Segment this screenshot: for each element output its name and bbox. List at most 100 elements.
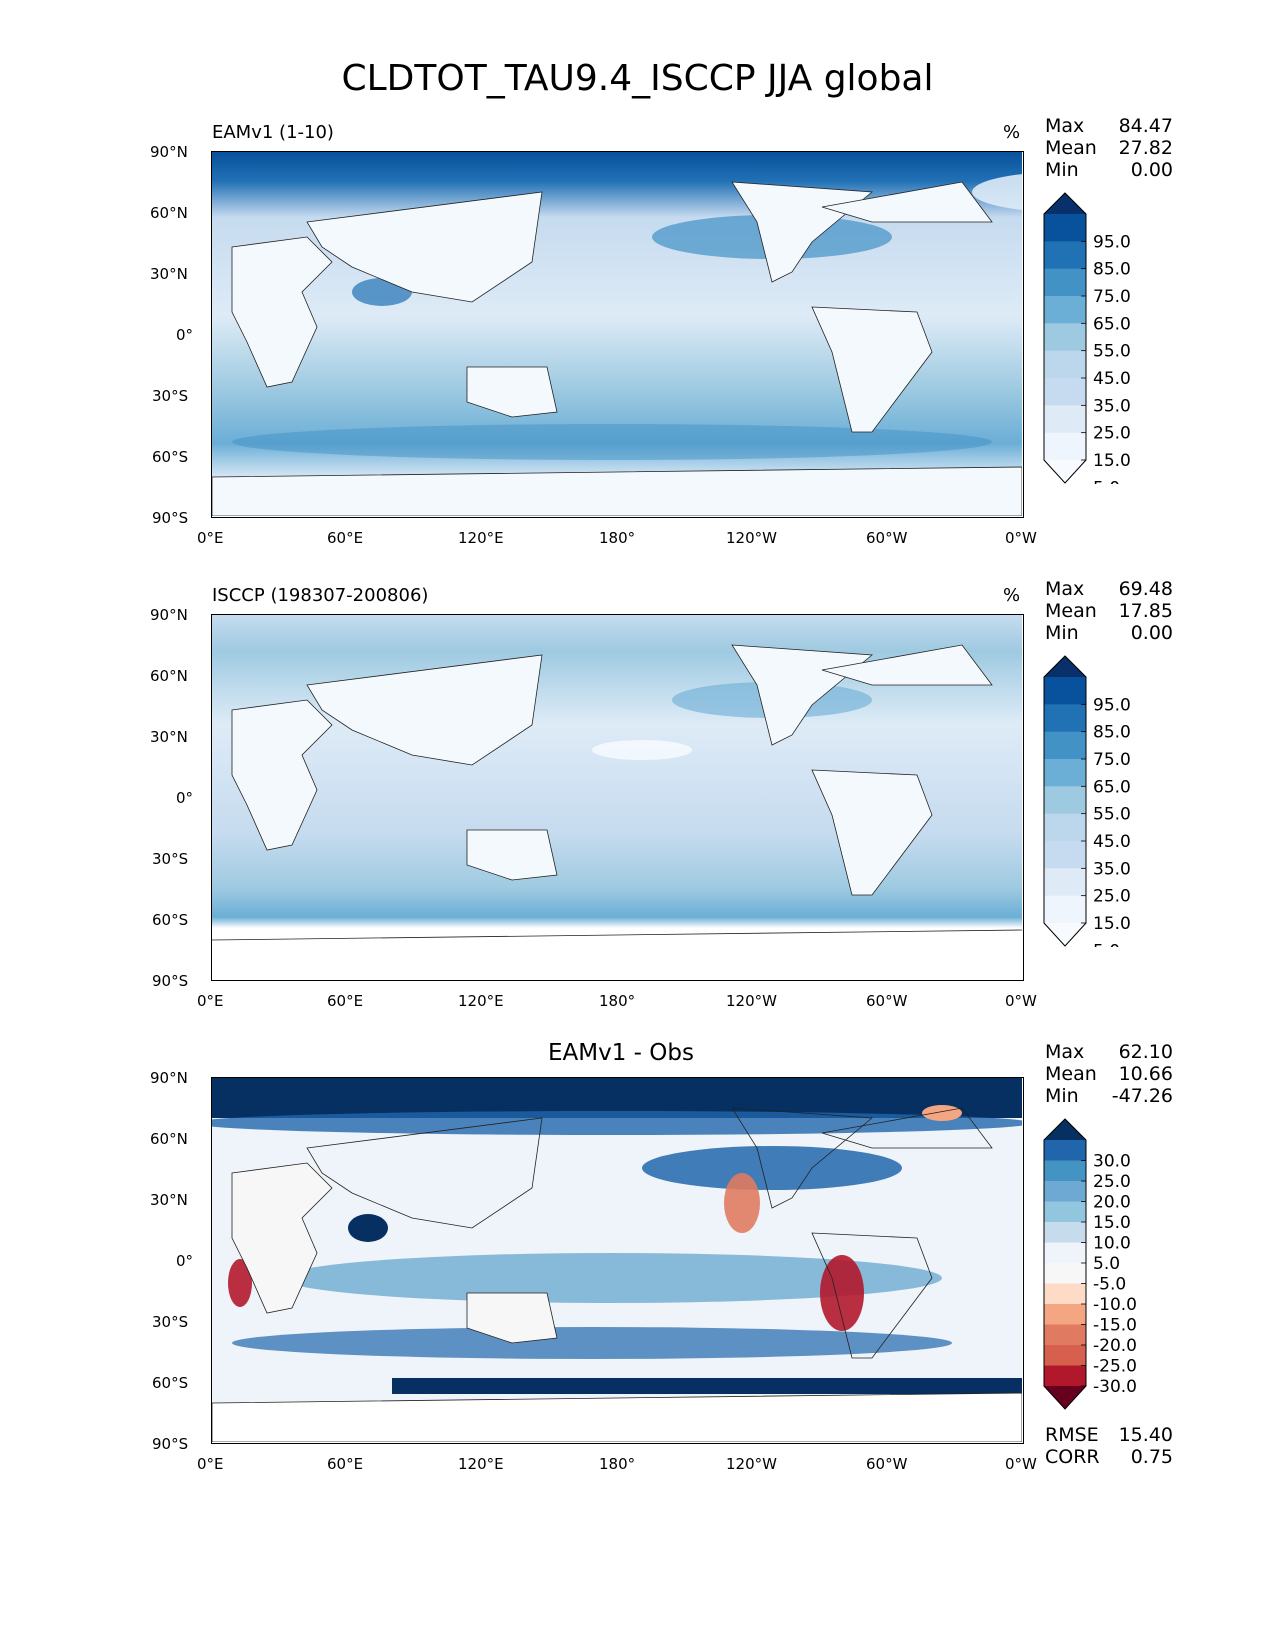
colorbar-bin: [1044, 786, 1086, 815]
colorbar-bin: [1044, 1365, 1086, 1387]
colorbar-tick-label: 95.0: [1093, 232, 1131, 252]
colorbar-bin: [1044, 731, 1086, 760]
lat-tick: 30°S: [152, 1313, 189, 1331]
stat-max-label: Max: [1045, 115, 1085, 137]
colorbar-bin: [1044, 432, 1086, 461]
lat-tick: 60°S: [152, 1374, 189, 1392]
units-label: %: [1003, 122, 1021, 143]
colorbar-bin: [1044, 1345, 1086, 1366]
colorbar-tick-label: -25.0: [1093, 1357, 1137, 1377]
colorbar-bin: [1044, 704, 1086, 733]
stat-mean-value: 27.82: [1118, 137, 1173, 159]
colorbar-bin: [1044, 868, 1086, 897]
lon-tick: 120°E: [458, 529, 504, 547]
lat-tick: 0°: [176, 1252, 194, 1270]
colorbar-graphic: 30.025.020.015.010.05.0-5.0-10.0-15.0-20…: [1043, 1118, 1137, 1410]
stat-min-label: Min: [1045, 1085, 1079, 1107]
lon-tick: 120°E: [458, 992, 504, 1010]
map-frame: [211, 151, 1024, 518]
lon-tick: 0°W: [1005, 992, 1037, 1010]
stats-box: Max 62.10 Mean 10.66 Min -47.26: [1045, 1041, 1173, 1107]
lon-tick: 0°W: [1005, 1455, 1037, 1473]
stat-mean-label: Mean: [1045, 1063, 1097, 1085]
stat-min-label: Min: [1045, 159, 1079, 181]
lon-tick: 120°E: [458, 1455, 504, 1473]
colorbar-extend-top: [1044, 656, 1086, 677]
colorbar-tick-label: 15.0: [1093, 914, 1131, 934]
colorbar-bin: [1044, 1181, 1086, 1202]
stats-box: Max 69.48 Mean 17.85 Min 0.00: [1045, 578, 1173, 644]
lon-tick: 60°W: [866, 992, 908, 1010]
colorbar-bin: [1044, 759, 1086, 787]
colorbar-bin: [1044, 214, 1086, 242]
colorbar-bin: [1044, 1140, 1086, 1161]
stat-mean-value: 17.85: [1118, 600, 1173, 622]
colorbar-tick-label: 35.0: [1093, 859, 1131, 879]
colorbar-tick-label: 15.0: [1093, 1213, 1131, 1233]
colorbar-bin: [1044, 378, 1086, 406]
lat-tick: 90°N: [150, 1069, 188, 1087]
colorbar-tick-label: 35.0: [1093, 396, 1131, 416]
colorbar-bin: [1044, 1324, 1086, 1346]
colorbar-tick-label: 55.0: [1093, 342, 1131, 362]
lon-tick: 120°W: [726, 992, 777, 1010]
colorbar-bin: [1044, 1160, 1086, 1182]
colorbar-tick-label: 85.0: [1093, 260, 1131, 280]
lat-tick: 30°S: [152, 387, 189, 405]
colorbar-tick-label: -20.0: [1093, 1336, 1137, 1356]
lat-tick: 90°N: [150, 606, 188, 624]
colorbar-bin: [1044, 1222, 1086, 1243]
stat-min-value: 0.00: [1130, 159, 1173, 181]
lon-tick: 180°: [599, 1455, 636, 1473]
lat-tick: 60°N: [150, 1130, 188, 1148]
colorbar-tick-label: 65.0: [1093, 314, 1131, 334]
colorbar-tick-label: -10.0: [1093, 1295, 1137, 1315]
colorbar-tick-label: -5.0: [1093, 1275, 1126, 1295]
lat-tick: 30°N: [150, 728, 188, 746]
colorbar-tick-label: -15.0: [1093, 1316, 1137, 1336]
lon-tick: 60°E: [327, 1455, 364, 1473]
rmse-label: RMSE: [1045, 1424, 1099, 1446]
lat-tick: 60°N: [150, 667, 188, 685]
colorbar-bin: [1044, 841, 1086, 869]
stat-max-label: Max: [1045, 578, 1085, 600]
map-field: [212, 152, 1022, 516]
colorbar-tick-label: -30.0: [1093, 1377, 1137, 1397]
lat-tick: 90°S: [152, 972, 189, 990]
colorbar-bin: [1044, 813, 1086, 842]
colorbar-tick-label: 55.0: [1093, 805, 1131, 825]
colorbar: 95.0 85.0 75.0 65.0 55.0 45.0 35.0 25.0 15.0 5.0: [1043, 192, 1175, 484]
lat-tick: 90°N: [150, 143, 188, 161]
colorbar-tick-label: 30.0: [1093, 1152, 1131, 1172]
colorbar-extend-top: [1044, 1119, 1086, 1140]
lat-tick: 60°N: [150, 204, 188, 222]
map-field: [212, 1078, 1022, 1442]
lon-tick: 60°W: [866, 529, 908, 547]
lon-tick: 120°W: [726, 529, 777, 547]
colorbar-tick-label: 25.0: [1093, 1172, 1131, 1192]
lat-tick: 0°: [176, 789, 194, 807]
lon-tick: 0°E: [197, 1455, 224, 1473]
colorbar-tick-label: 5.0: [1093, 478, 1120, 484]
lon-tick: 180°: [599, 529, 636, 547]
lat-tick: 0°: [176, 326, 194, 344]
colorbar-bin: [1044, 241, 1086, 270]
stat-min-value: 0.00: [1130, 622, 1173, 644]
map-frame: [211, 614, 1024, 981]
stat-max-value: 62.10: [1118, 1041, 1173, 1063]
figure-title: CLDTOT_TAU9.4_ISCCP JJA global: [341, 58, 934, 99]
colorbar-bin: [1044, 296, 1086, 324]
lon-tick: 60°E: [327, 529, 364, 547]
stat-mean-value: 10.66: [1118, 1063, 1173, 1085]
lat-tick: 60°S: [152, 911, 189, 929]
colorbar-extend-bottom: [1044, 923, 1086, 946]
colorbar-bin: [1044, 350, 1086, 379]
colorbar-extend-top: [1044, 193, 1086, 214]
colorbar: 30.0 25.0 20.0 15.0 10.0 5.0 -5.0 -10.0 -15.0 -20…: [1043, 1118, 1175, 1410]
colorbar-bin: [1044, 677, 1086, 705]
stat-max-value: 69.48: [1118, 578, 1173, 600]
panel-label: EAMv1 (1-10): [212, 122, 334, 143]
units-label: %: [1003, 585, 1021, 606]
stat-min-value: -47.26: [1111, 1085, 1173, 1107]
colorbar-extend-bottom: [1044, 460, 1086, 483]
